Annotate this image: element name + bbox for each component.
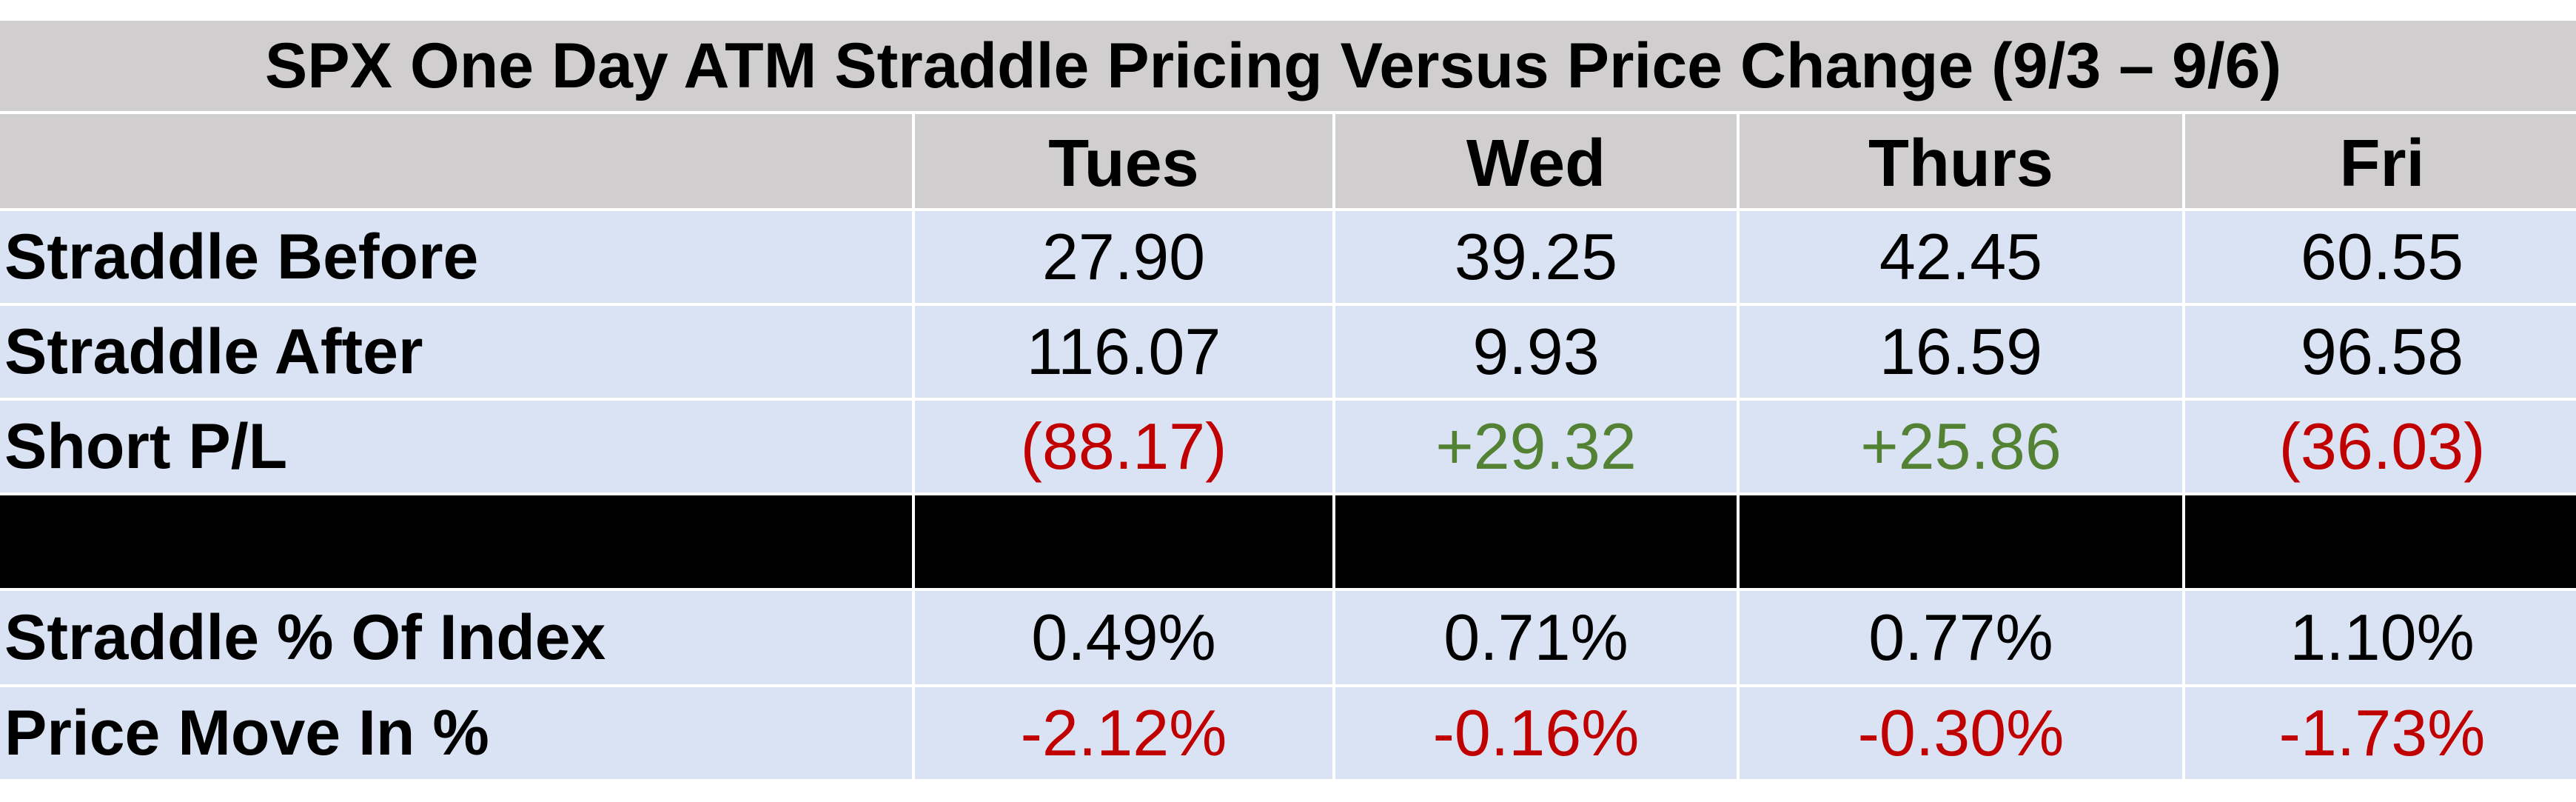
separator-cell [915,495,1332,588]
column-header-tues: Tues [915,114,1332,208]
value-cell-wed: +29.32 [1335,401,1737,492]
value-cell-fri: 60.55 [2185,211,2576,303]
column-header-thurs: Thurs [1740,114,2182,208]
header-corner [0,114,912,208]
row-label: Straddle After [0,306,912,398]
separator-cell [2185,495,2576,588]
straddle-table: SPX One Day ATM Straddle Pricing Versus … [0,21,2576,779]
separator-label-cell [0,495,912,588]
value-cell-thurs: 16.59 [1740,306,2182,398]
value-cell-tues: (88.17) [915,401,1332,492]
value-cell-tues: 0.49% [915,591,1332,684]
separator-cell [1740,495,2182,588]
value-cell-fri: -1.73% [2185,687,2576,779]
column-header-fri: Fri [2185,114,2576,208]
value-cell-wed: 39.25 [1335,211,1737,303]
column-header-wed: Wed [1335,114,1737,208]
value-cell-fri: (36.03) [2185,401,2576,492]
value-cell-wed: 9.93 [1335,306,1737,398]
value-cell-wed: 0.71% [1335,591,1737,684]
row-label: Straddle Before [0,211,912,303]
value-cell-thurs: -0.30% [1740,687,2182,779]
value-cell-tues: 116.07 [915,306,1332,398]
value-cell-wed: -0.16% [1335,687,1737,779]
table-title: SPX One Day ATM Straddle Pricing Versus … [0,21,2576,111]
value-cell-fri: 1.10% [2185,591,2576,684]
value-cell-thurs: 0.77% [1740,591,2182,684]
value-cell-tues: -2.12% [915,687,1332,779]
value-cell-tues: 27.90 [915,211,1332,303]
row-label: Price Move In % [0,687,912,779]
separator-cell [1335,495,1737,588]
value-cell-fri: 96.58 [2185,306,2576,398]
row-label: Short P/L [0,401,912,492]
value-cell-thurs: +25.86 [1740,401,2182,492]
row-label: Straddle % Of Index [0,591,912,684]
value-cell-thurs: 42.45 [1740,211,2182,303]
